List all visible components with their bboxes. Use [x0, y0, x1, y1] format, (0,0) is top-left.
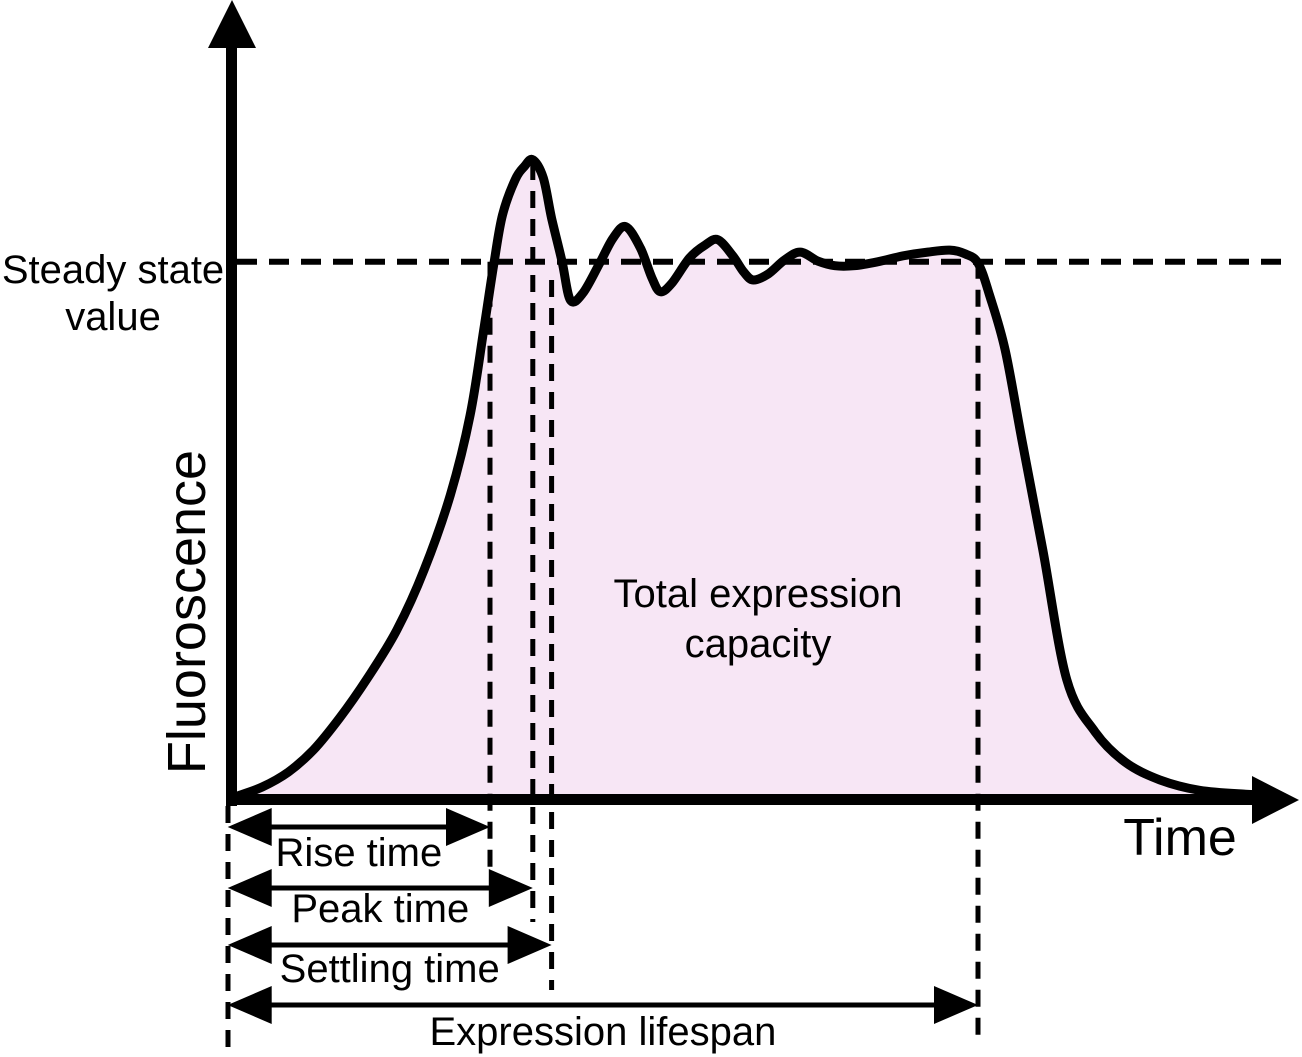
annotation-label-settling-time: Settling time — [280, 947, 500, 991]
x-axis-line — [226, 794, 1256, 805]
total-expression-capacity-area — [237, 159, 1275, 801]
steady-state-label-line1: Steady state — [2, 248, 224, 292]
arrow-left-icon — [227, 986, 272, 1024]
annotation-label-expression-lifespan: Expression lifespan — [429, 1010, 776, 1054]
y-axis-line — [226, 38, 237, 806]
steady-state-label-line2: value — [65, 295, 161, 339]
fluorescence-curve-line — [232, 154, 1280, 801]
arrow-right-icon — [488, 869, 533, 907]
x-axis-arrow-icon — [1252, 776, 1299, 824]
time-annotations: Rise time Peak time Settling time Expressio… — [227, 808, 978, 1054]
annotation-label-rise-time: Rise time — [276, 831, 443, 875]
arrow-left-icon — [227, 808, 272, 846]
annotation-rise-time: Rise time — [227, 808, 490, 875]
annotation-settling-time: Settling time — [227, 926, 552, 991]
annotation-peak-time: Peak time — [227, 869, 533, 931]
annotation-expression-lifespan: Expression lifespan — [227, 986, 978, 1054]
y-axis-arrow-icon — [208, 0, 256, 48]
annotation-label-peak-time: Peak time — [291, 887, 469, 931]
arrow-right-icon — [446, 808, 490, 846]
area-label-line2: capacity — [685, 622, 832, 666]
y-axis-label: Fluoroscence — [157, 450, 217, 774]
y-axis — [208, 0, 256, 806]
fluorescence-curve — [232, 154, 1280, 801]
area-under-curve — [237, 159, 1275, 801]
arrow-left-icon — [227, 869, 272, 907]
x-axis-label: Time — [1123, 809, 1237, 867]
arrow-right-icon — [507, 926, 552, 964]
x-axis — [226, 776, 1299, 824]
area-label-line1: Total expression — [613, 572, 902, 616]
arrow-left-icon — [227, 926, 272, 964]
arrow-right-icon — [934, 986, 978, 1024]
